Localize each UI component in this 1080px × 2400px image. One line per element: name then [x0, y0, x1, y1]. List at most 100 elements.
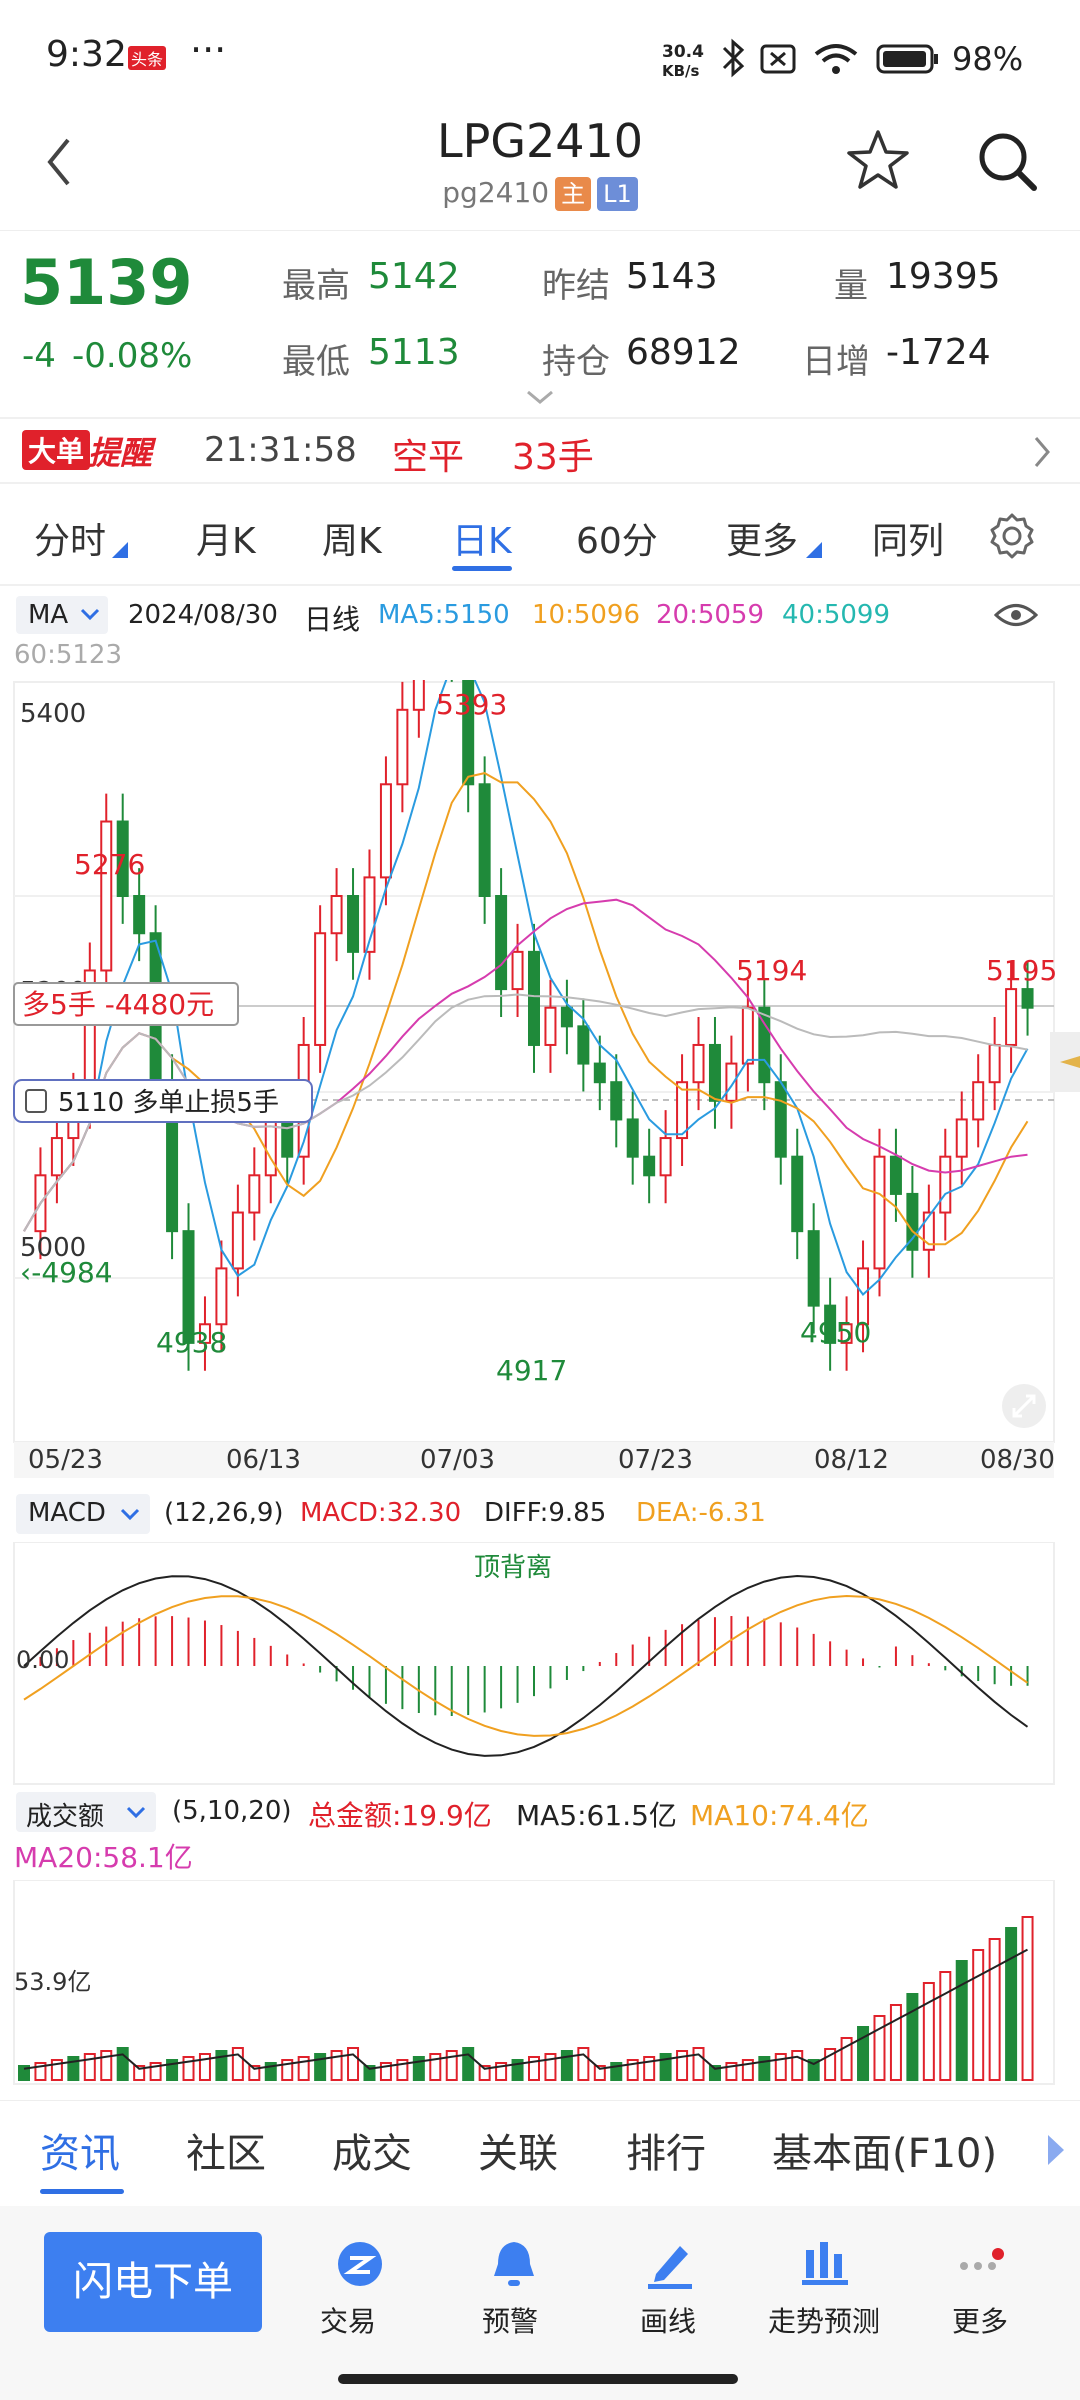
- nav-draw[interactable]: 画线: [640, 2305, 697, 2338]
- candle: [972, 1081, 985, 1121]
- macd-value: MACD:32.30: [300, 1498, 462, 1528]
- volume-bar: [676, 2050, 689, 2081]
- candle: [50, 1137, 63, 1177]
- volume-bar: [100, 2050, 113, 2081]
- volume-bar: [133, 2065, 146, 2081]
- nav-forecast[interactable]: 走势预测: [768, 2305, 881, 2338]
- level-tag: L1: [597, 177, 638, 211]
- high-label: 最高: [282, 266, 350, 306]
- volume-bar: [857, 2026, 870, 2081]
- nav-trade[interactable]: 交易: [320, 2305, 377, 2338]
- turnover-selector[interactable]: 成交额: [16, 1792, 156, 1832]
- turnover-selector-label: 成交额: [26, 1802, 105, 1832]
- expand-chevron-icon[interactable]: [524, 388, 556, 408]
- tab-more[interactable]: 更多: [726, 521, 799, 562]
- position-tag[interactable]: 多5手 -4480元: [22, 988, 214, 1021]
- volume-bar: [593, 2065, 606, 2081]
- tab-timeshare[interactable]: 分时: [34, 521, 107, 562]
- macd-zero-label: 0.00: [16, 1646, 69, 1674]
- x-label-0723: 07/23: [618, 1445, 693, 1475]
- chevron-down-icon: [120, 1508, 140, 1521]
- candle: [528, 950, 540, 1046]
- nav-more[interactable]: 更多: [952, 2305, 1009, 2338]
- dropdown-corner-icon: [112, 542, 128, 558]
- alert-qty: 33手: [512, 437, 594, 478]
- candle: [758, 1006, 771, 1084]
- tab-fundamentals[interactable]: 基本面(F10): [772, 2131, 998, 2177]
- x-label-0830: 08/30: [980, 1445, 1055, 1475]
- tab-60min[interactable]: 60分: [576, 521, 658, 562]
- settings-gear-icon[interactable]: [988, 512, 1036, 560]
- favorite-star-icon[interactable]: [846, 128, 910, 192]
- tab-trades[interactable]: 成交: [332, 2131, 412, 2177]
- alert-badge-b: 提醒: [88, 434, 153, 472]
- diff-value: DIFF:9.85: [484, 1498, 607, 1528]
- dea-value: DEA:-6.31: [636, 1498, 766, 1528]
- volume-bar: [708, 2065, 721, 2081]
- candle: [379, 783, 392, 879]
- x-label-0703: 07/03: [420, 1445, 495, 1475]
- volume-bar: [264, 2062, 277, 2081]
- open-interest-value: 68912: [626, 332, 741, 373]
- candle: [215, 1267, 228, 1326]
- x-label-0613: 06/13: [226, 1445, 301, 1475]
- ma-selector[interactable]: MA: [16, 596, 108, 634]
- search-icon[interactable]: [976, 130, 1040, 194]
- candle: [330, 895, 343, 935]
- ma-selector-label: MA: [28, 600, 69, 630]
- macd-chart[interactable]: 0.00 顶背离: [0, 1542, 1080, 1786]
- volume-bar: [83, 2053, 96, 2081]
- scroll-right-icon[interactable]: [1044, 2133, 1068, 2167]
- divider: [0, 417, 1080, 419]
- macd-selector[interactable]: MACD: [16, 1494, 150, 1534]
- volume-bar: [758, 2056, 771, 2081]
- tab-same-list[interactable]: 同列: [872, 521, 945, 562]
- candle: [412, 680, 425, 711]
- trend-forecast-icon: [802, 2242, 848, 2285]
- tab-weekly[interactable]: 周K: [322, 521, 382, 562]
- quick-order-button[interactable]: 闪电下单: [44, 2232, 262, 2332]
- volume-bar: [840, 2037, 853, 2081]
- stop-loss-tag[interactable]: 5110 多单止损5手: [58, 1088, 279, 1118]
- candle: [511, 950, 524, 991]
- macd-frame: [13, 1542, 1055, 1785]
- back-icon[interactable]: [40, 132, 80, 192]
- turnover-chart[interactable]: 53.9亿: [0, 1880, 1080, 2086]
- tab-news[interactable]: 资讯: [40, 2131, 120, 2177]
- mark-5194: 5194: [736, 954, 807, 987]
- visibility-eye-icon[interactable]: [994, 600, 1038, 630]
- volume-bar: [116, 2047, 129, 2081]
- nav-alert[interactable]: 预警: [482, 2305, 539, 2338]
- volume-bar: [330, 2050, 343, 2081]
- tab-daily[interactable]: 日K: [452, 521, 512, 562]
- candlestick-chart[interactable]: 5400 5200 5000 5276 5393 5194 5195 4938 …: [0, 680, 1080, 1480]
- volume-bar: [889, 2004, 902, 2081]
- volume-bar: [67, 2056, 80, 2081]
- candle: [939, 1155, 952, 1214]
- volume-bar: [922, 1982, 935, 2081]
- volume-bar: [988, 1938, 1001, 2081]
- volume-bar: [824, 2048, 837, 2081]
- tab-monthly[interactable]: 月K: [196, 521, 256, 562]
- volume-label: 量: [834, 266, 868, 306]
- volume-bar: [692, 2047, 705, 2081]
- candle: [840, 1323, 853, 1344]
- candle: [544, 1006, 557, 1046]
- volume-bar: [725, 2062, 738, 2081]
- candle: [182, 1230, 195, 1344]
- y-label-5400: 5400: [20, 699, 86, 729]
- turnover-y-label: 53.9亿: [14, 1968, 91, 1996]
- candle: [955, 1118, 968, 1158]
- candle: [906, 1192, 919, 1251]
- high-value: 5142: [368, 256, 460, 297]
- dea-line: [23, 1594, 1029, 1737]
- tab-community[interactable]: 社区: [186, 2131, 266, 2177]
- mark-4917: 4917: [496, 1354, 567, 1387]
- tab-ranking[interactable]: 排行: [626, 2131, 706, 2177]
- divider: [0, 584, 1080, 586]
- tab-related[interactable]: 关联: [478, 2131, 558, 2177]
- more-dots-icon: [960, 2248, 1004, 2270]
- big-order-alert[interactable]: 大单 提醒 21:31:58 空平 33手: [0, 420, 1080, 482]
- volume-bar: [577, 2047, 590, 2081]
- volume-bar: [807, 2059, 820, 2081]
